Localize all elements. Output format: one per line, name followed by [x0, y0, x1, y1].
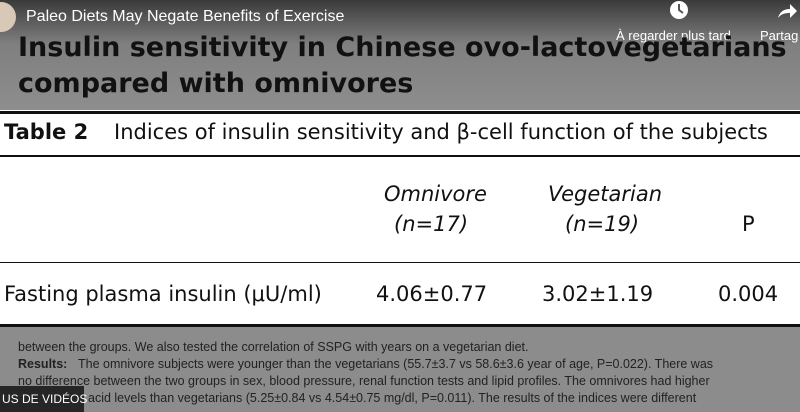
paper-line: acid levels than vegetarians (5.25±0.84 …: [88, 391, 697, 405]
table-rule: [0, 262, 800, 263]
share-label[interactable]: Partag: [760, 28, 799, 43]
video-title[interactable]: Paleo Diets May Negate Benefits of Exerc…: [26, 8, 345, 25]
column-header: Omnivore: [384, 182, 487, 206]
table-rule: [0, 111, 800, 114]
column-header: (n=19): [565, 212, 640, 236]
slide-title: Insulin sensitivity in Chinese ovo-lacto…: [18, 32, 787, 63]
slide-title: compared with omnivores: [18, 68, 414, 99]
slide-header: [0, 0, 800, 110]
table-label: Table 2: [4, 120, 89, 144]
column-header: P: [742, 212, 755, 236]
table-cell: 3.02±1.19: [542, 282, 654, 306]
channel-avatar[interactable]: [0, 2, 16, 32]
table-rule: [0, 324, 800, 327]
table-cell: 4.06±0.77: [376, 282, 488, 306]
clock-icon[interactable]: [667, 0, 691, 24]
more-videos-label[interactable]: US DE VIDÉOS: [2, 392, 88, 406]
paper-line: no difference between the two groups in …: [18, 374, 710, 388]
paper-heading: Results:: [18, 357, 68, 371]
share-icon[interactable]: [774, 0, 798, 24]
row-label: Fasting plasma insulin (μU/ml): [4, 282, 322, 306]
watch-later[interactable]: À regarder plus tard: [616, 28, 731, 43]
paper-line: between the groups. We also tested the c…: [18, 340, 529, 354]
more-videos-button[interactable]: [0, 386, 84, 412]
table-panel: [0, 110, 800, 326]
column-header: Vegetarian: [548, 182, 663, 206]
column-header: (n=17): [394, 212, 469, 236]
paper-line: The omnivore subjects were younger than …: [78, 357, 714, 371]
table-rule: [0, 155, 800, 157]
table-caption: Indices of insulin sensitivity and β-cel…: [114, 120, 768, 144]
table-cell: 0.004: [718, 282, 779, 306]
